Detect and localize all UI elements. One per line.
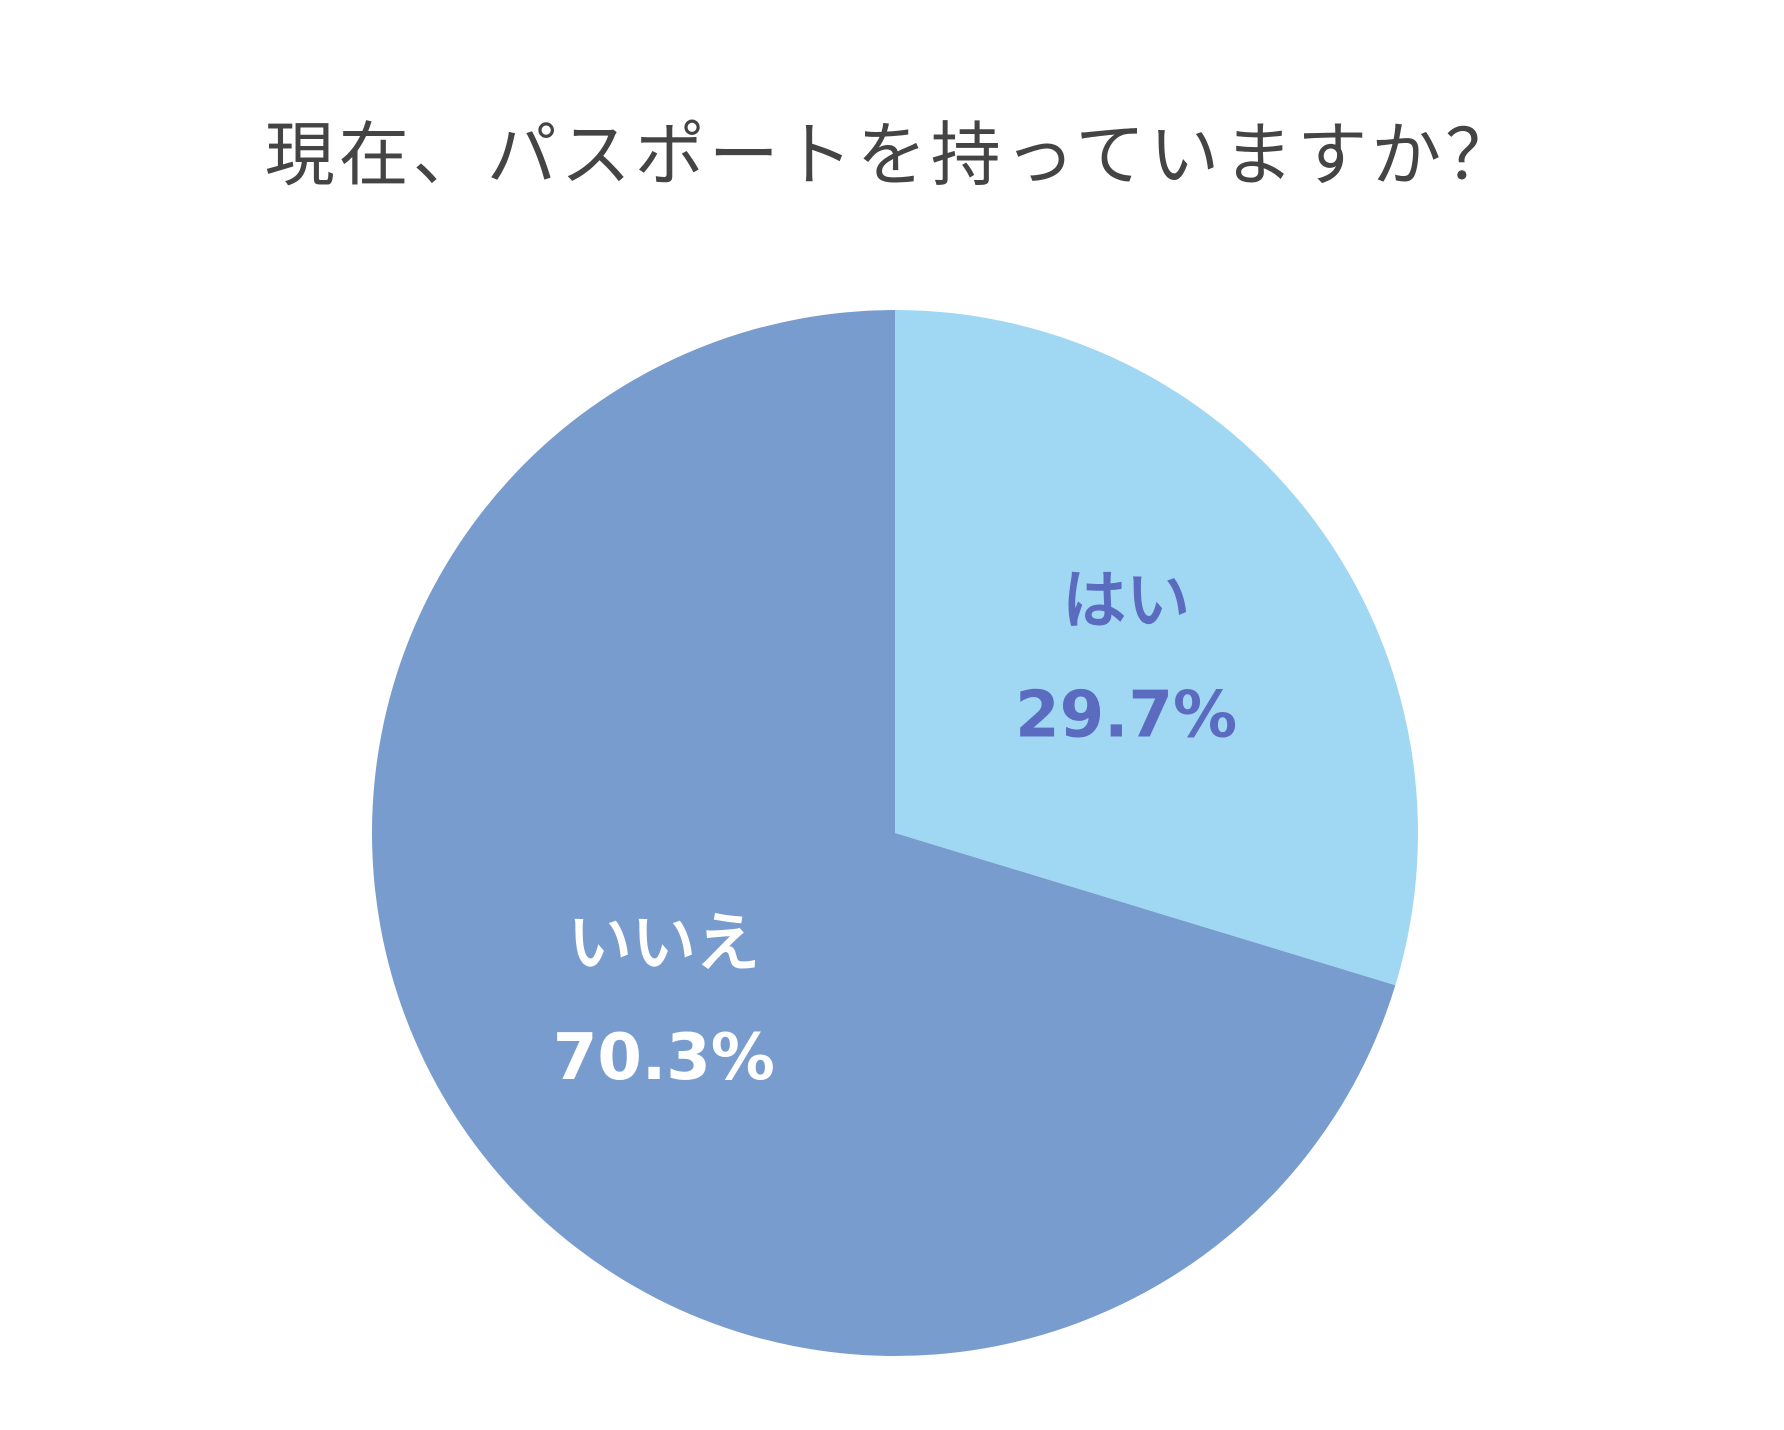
slice-value-label: 70.3%	[553, 1021, 775, 1095]
slice-category-label: はい	[1062, 564, 1190, 638]
pie-slice	[895, 310, 1418, 986]
chart-title: 現在、パスポートを持っていますか？	[265, 114, 1520, 196]
slice-category-label: いいえ	[568, 907, 760, 981]
pie-slice	[372, 310, 1396, 1356]
slice-value-label: 29.7%	[1015, 678, 1237, 752]
